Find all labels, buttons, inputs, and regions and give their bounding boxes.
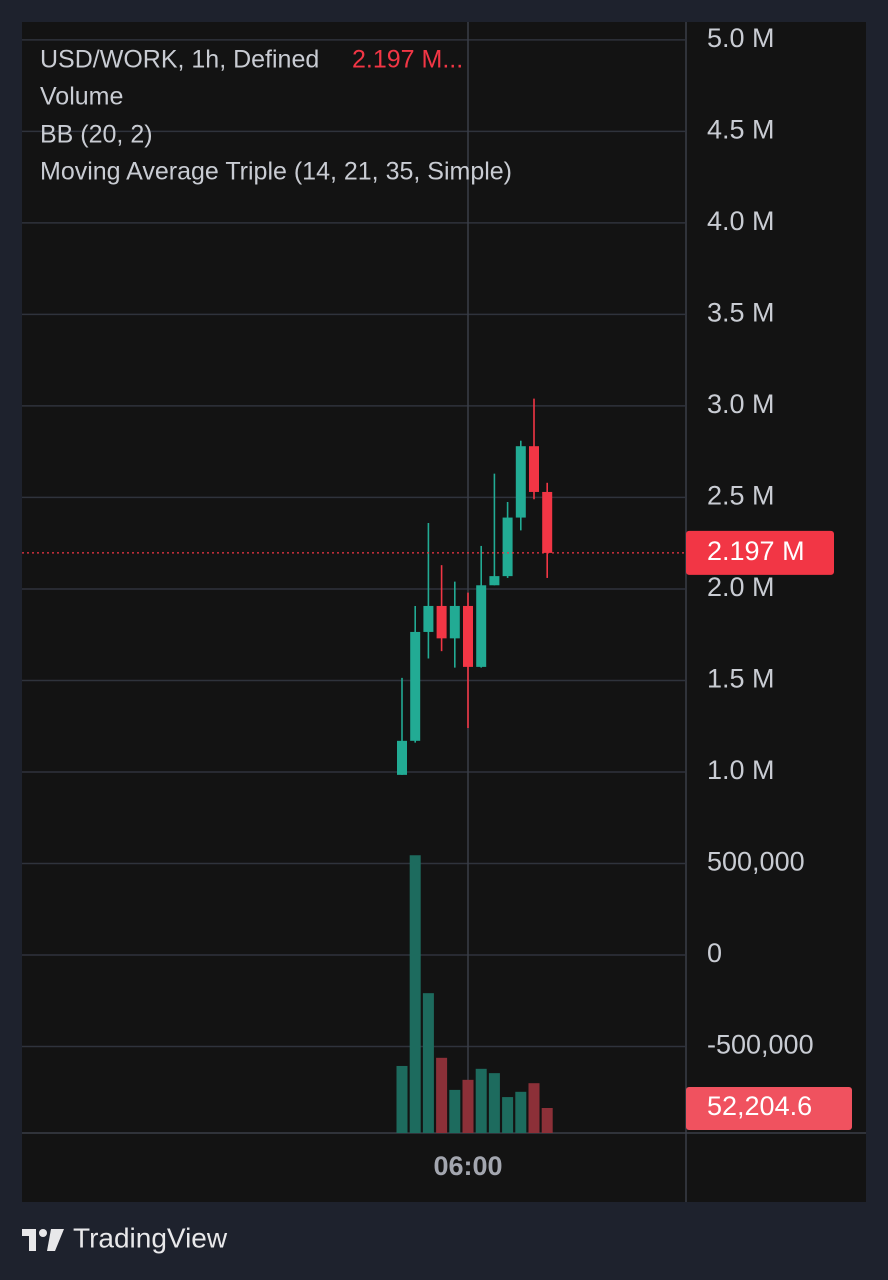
indicator: Moving Average Triple (14, 21, 35, Simpl… [40, 158, 512, 186]
y-tick-label: -500,000 [707, 1030, 814, 1060]
header-price: 2.197 M... [352, 46, 463, 74]
marks [22, 398, 686, 1133]
last-volume-box [686, 1087, 852, 1131]
y-tick-label: 0 [707, 938, 722, 968]
symbol: USD/WORK, 1h, Defined [40, 46, 319, 74]
candle-body [410, 631, 421, 741]
y-tick-label: 4.5 M [707, 115, 775, 145]
y-tick-label: 4.0 M [707, 206, 775, 236]
last-price-label: 2.197 M [707, 536, 805, 566]
volume-bar [515, 1091, 527, 1133]
volume-bar [475, 1068, 487, 1133]
volume-bar [488, 1073, 500, 1133]
volume-bar [502, 1097, 514, 1133]
y-tick-label: 2.0 M [707, 572, 775, 602]
volume-bar [396, 1065, 408, 1133]
volume-bar [462, 1079, 474, 1133]
candle-body [476, 585, 487, 667]
y-tick-label: 5.0 M [707, 23, 775, 53]
candle-body [489, 576, 500, 586]
y-tick-label: 1.5 M [707, 664, 775, 694]
candle-body [502, 517, 513, 577]
indicator: Volume [40, 83, 123, 111]
volume-bar [449, 1089, 461, 1133]
indicator: BB (20, 2) [40, 121, 153, 149]
y-tick-label: 500,000 [707, 847, 805, 877]
candle-body [423, 605, 434, 632]
candle-body [436, 605, 447, 639]
candle-body [449, 605, 460, 639]
grid [22, 22, 686, 1133]
volume-bar [528, 1083, 540, 1133]
volume-bar [436, 1057, 448, 1133]
candle-body [463, 605, 473, 667]
y-tick-label: 3.0 M [707, 389, 775, 419]
volume-bar [409, 855, 421, 1133]
logo [22, 1229, 64, 1251]
candle-body [529, 446, 539, 492]
last-price-box [686, 530, 834, 575]
volume-bar [541, 1108, 553, 1133]
y-tick-label: 3.5 M [707, 298, 775, 328]
volume-bar [422, 993, 434, 1133]
y-tick-label: 1.0 M [707, 755, 775, 785]
candle-body [515, 446, 526, 518]
last-volume-label: 52,204.6 [707, 1091, 812, 1121]
y-tick-label: 2.5 M [707, 481, 775, 511]
candle-body [542, 491, 553, 553]
x-tick-label: 06:00 [433, 1151, 502, 1181]
candle-body [397, 740, 407, 775]
labels: 5.0 M 4.5 M 4.0 M 3.5 M 3.0 M 2.5 M 2.0 M 1.5 M… [433, 23, 852, 1181]
brand-name: TradingView [73, 1222, 228, 1253]
